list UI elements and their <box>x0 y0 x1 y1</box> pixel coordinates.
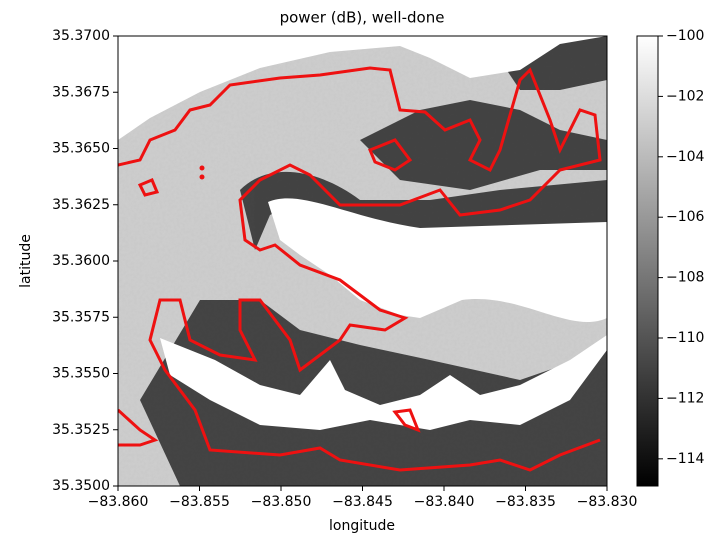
colorbar-tick-label: −112 <box>666 390 704 406</box>
contour <box>118 408 159 447</box>
colorbar <box>636 35 659 487</box>
contour <box>392 408 421 433</box>
y-tick-label: 35.3625 <box>52 197 110 213</box>
x-axis-label: longitude <box>329 518 395 534</box>
colorbar-tick-label: −108 <box>666 270 704 286</box>
x-tick-label: −83.850 <box>251 494 312 510</box>
colorbar-tick-label: −106 <box>666 209 705 225</box>
x-tick-label: −83.855 <box>169 494 230 510</box>
y-tick-label: 35.3675 <box>52 84 110 100</box>
x-tick-label: −83.845 <box>332 494 393 510</box>
contour <box>118 66 602 472</box>
colorbar-tick-label: −114 <box>666 451 705 467</box>
radar-image <box>118 36 607 486</box>
colorbar-tick-label: −104 <box>666 149 705 165</box>
y-tick-label: 35.3700 <box>52 28 110 44</box>
x-tick-label: −83.860 <box>88 494 149 510</box>
contour <box>368 138 413 172</box>
chart-title: power (dB), well-done <box>280 9 445 27</box>
y-tick-label: 35.3525 <box>52 422 110 438</box>
y-tick-label: 35.3550 <box>52 366 110 382</box>
x-tick-label: −83.840 <box>414 494 475 510</box>
y-tick-label: 35.3650 <box>52 141 110 157</box>
contour <box>137 178 160 197</box>
contour <box>199 165 205 171</box>
x-tick-label: −83.830 <box>577 494 638 510</box>
colorbar-tick-label: −102 <box>666 88 704 104</box>
contour <box>199 174 205 180</box>
colorbar-tick-label: −100 <box>666 28 704 44</box>
y-tick-label: 35.3575 <box>52 309 110 325</box>
y-tick-label: 35.3600 <box>52 253 110 269</box>
x-tick-label: −83.835 <box>495 494 556 510</box>
colorbar-tick-label: −110 <box>666 330 704 346</box>
y-axis-label: latitude <box>18 234 34 288</box>
y-tick-label: 35.3500 <box>52 478 110 494</box>
